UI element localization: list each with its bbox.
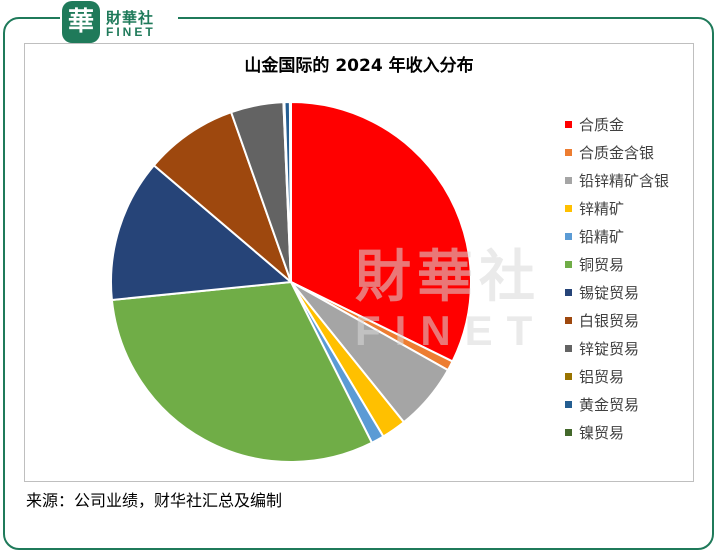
chart-panel: 山金国际的 2024 年收入分布 財華社 FINET 合质金 合质金含银 铅锌精矿含…	[24, 43, 694, 482]
pie-slice	[110, 163, 294, 302]
legend-label: 镍贸易	[579, 424, 625, 442]
brand-badge-icon: 華	[62, 1, 100, 43]
pie-slice	[288, 100, 292, 283]
legend-swatch-icon	[565, 289, 572, 296]
source-note: 来源：公司业绩，财华社汇总及编制	[26, 491, 283, 510]
pie-chart	[110, 100, 472, 463]
pie-slice	[290, 100, 472, 363]
legend-label: 合质金	[579, 116, 625, 134]
legend-label: 铅锌精矿含银	[579, 172, 670, 190]
legend-swatch-icon	[565, 317, 572, 324]
legend-label: 白银贸易	[579, 312, 640, 330]
legend-swatch-icon	[565, 205, 572, 212]
legend-label: 铅精矿	[579, 228, 625, 246]
legend-swatch-icon	[565, 401, 572, 408]
legend-label: 锌精矿	[579, 200, 625, 218]
legend-swatch-icon	[565, 233, 572, 240]
pie-slice	[110, 280, 374, 463]
legend-swatch-icon	[565, 177, 572, 184]
pie-slice	[152, 110, 294, 286]
chart-title: 山金国际的 2024 年收入分布	[244, 56, 474, 76]
legend-label: 锌锭贸易	[579, 340, 640, 358]
legend-swatch-icon	[565, 345, 572, 352]
legend-label: 锡锭贸易	[579, 284, 640, 302]
legend-label: 铜贸易	[579, 256, 625, 274]
legend-label: 合质金含银	[579, 144, 655, 162]
legend-swatch-icon	[565, 261, 572, 268]
legend-swatch-icon	[565, 149, 572, 156]
legend-swatch-icon	[565, 429, 572, 436]
brand-logo: 華 財華社 FINET	[60, 1, 178, 45]
brand-name-cn: 財華社	[106, 9, 155, 27]
legend-label: 铝贸易	[579, 368, 625, 386]
legend-label: 黄金贸易	[579, 396, 640, 414]
brand-name-en: FINET	[106, 25, 156, 39]
legend-swatch-icon	[565, 373, 572, 380]
legend-swatch-icon	[565, 121, 572, 128]
